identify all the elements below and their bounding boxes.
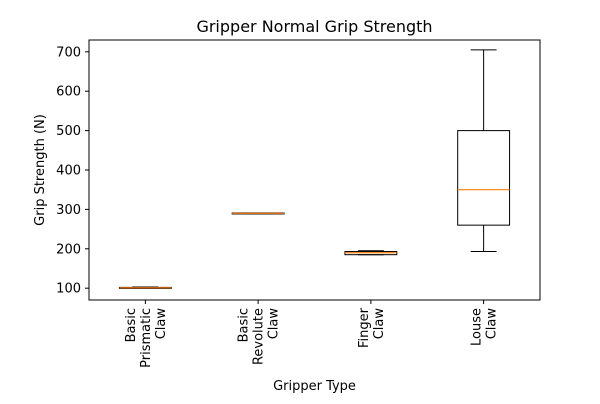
x-tick-label-line: Prismatic (139, 308, 154, 368)
x-tick-label-line: Basic (237, 308, 252, 342)
plot-area (118, 49, 511, 289)
y-tick-label: 400 (56, 164, 81, 179)
x-tick-label-line: Basic (124, 308, 139, 342)
y-axis-label: Grip Strength (N) (33, 114, 48, 226)
x-tick-label-line: Revolute (252, 308, 267, 365)
x-tick-label-line: Claw (485, 308, 500, 340)
x-tick-label: Finger Claw (357, 307, 387, 348)
x-tick-label: Basic Revolute Claw (237, 308, 282, 365)
x-tick-label: Basic Prismatic Claw (124, 308, 169, 368)
y-axis: 100 200 300 400 500 600 700 (56, 45, 89, 297)
box-4 (457, 49, 511, 253)
box-2 (231, 212, 285, 215)
x-tick-label-line: Claw (372, 308, 387, 340)
x-tick-label-line: Claw (267, 308, 282, 340)
x-tick-label: Louse Claw (470, 308, 500, 346)
box-3 (344, 250, 398, 256)
y-tick-label: 600 (56, 85, 81, 100)
y-tick-label: 500 (56, 124, 81, 139)
x-axis: Basic Prismatic Claw Basic Revolute Claw Finge… (124, 300, 500, 368)
x-tick-label-line: Claw (154, 308, 169, 340)
x-tick-label-line: Louse (470, 308, 485, 346)
y-tick-label: 300 (56, 203, 81, 218)
x-axis-label: Gripper Type (273, 379, 356, 394)
y-tick-label: 100 (56, 282, 81, 297)
y-tick-label: 200 (56, 242, 81, 257)
chart-title: Gripper Normal Grip Strength (196, 17, 432, 36)
axes-frame (88, 39, 541, 301)
box-1 (118, 286, 172, 289)
y-tick-label: 700 (56, 45, 81, 60)
box-body (457, 130, 511, 226)
x-tick-label-line: Finger (357, 307, 372, 348)
